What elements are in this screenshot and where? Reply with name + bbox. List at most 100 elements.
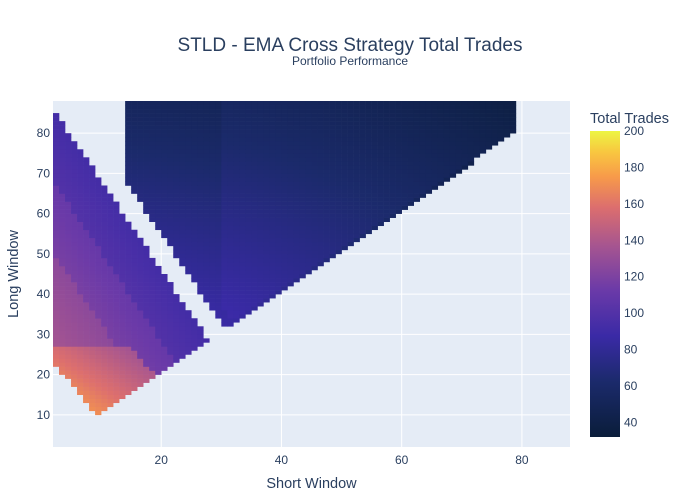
heatmap-cell xyxy=(155,282,162,287)
heatmap-cell xyxy=(185,241,192,247)
heatmap-cell xyxy=(113,394,120,400)
heatmap-cell xyxy=(77,149,84,154)
heatmap-cell xyxy=(215,197,222,202)
heatmap-cell xyxy=(353,145,360,150)
heatmap-cell xyxy=(65,181,72,186)
heatmap-cell xyxy=(371,169,378,174)
heatmap-cell xyxy=(209,177,216,182)
heatmap-cell xyxy=(83,310,90,315)
heatmap-cell xyxy=(185,169,192,174)
heatmap-cell xyxy=(455,149,463,154)
heatmap-cell xyxy=(131,278,138,283)
heatmap-cell xyxy=(389,181,396,186)
heatmap-cell xyxy=(83,193,90,198)
heatmap-cell xyxy=(305,149,312,154)
heatmap-cell xyxy=(281,117,288,122)
heatmap-cell xyxy=(179,173,186,178)
heatmap-cell xyxy=(131,101,138,106)
heatmap-cell xyxy=(377,169,384,174)
heatmap-cell xyxy=(329,237,336,243)
heatmap-cell xyxy=(203,217,210,222)
heatmap-cell xyxy=(161,205,168,210)
heatmap-cell xyxy=(89,265,96,271)
heatmap-cell xyxy=(257,209,264,214)
heatmap-cell xyxy=(287,213,294,218)
heatmap-cell xyxy=(335,229,342,235)
heatmap-cell xyxy=(131,173,138,178)
heatmap-cell xyxy=(257,278,264,283)
heatmap-cell xyxy=(305,189,312,194)
heatmap-cell xyxy=(257,213,264,218)
heatmap-cell xyxy=(137,334,144,339)
heatmap-cell xyxy=(65,310,72,315)
heatmap-cell xyxy=(383,201,390,206)
heatmap-cell xyxy=(155,274,162,279)
heatmap-cell xyxy=(149,314,156,319)
heatmap-cell xyxy=(173,330,180,335)
heatmap-cell xyxy=(383,141,390,146)
heatmap-cell xyxy=(275,290,282,295)
heatmap-cell xyxy=(389,161,396,166)
heatmap-cell xyxy=(311,105,318,110)
heatmap-cell xyxy=(161,233,168,239)
heatmap-cell xyxy=(221,241,228,247)
heatmap-cell xyxy=(287,278,294,283)
heatmap-cell xyxy=(89,193,96,198)
heatmap-cell xyxy=(275,157,282,162)
heatmap-cell xyxy=(353,109,360,114)
heatmap-cell xyxy=(293,133,300,138)
heatmap-cell xyxy=(437,141,445,146)
heatmap-cell xyxy=(125,173,132,178)
heatmap-cell xyxy=(149,169,156,174)
heatmap-cell xyxy=(119,322,126,327)
heatmap-cell xyxy=(449,153,457,158)
heatmap-cell xyxy=(233,145,240,150)
heatmap-cell xyxy=(359,229,366,235)
heatmap-cell xyxy=(203,269,210,275)
heatmap-cell xyxy=(203,274,210,279)
heatmap-cell xyxy=(359,169,366,174)
heatmap-cell xyxy=(197,165,204,170)
heatmap-cell xyxy=(323,117,330,122)
heatmap-cell xyxy=(137,306,144,311)
heatmap-cell xyxy=(191,326,198,331)
heatmap-cell xyxy=(119,350,126,355)
heatmap-cell xyxy=(395,137,402,142)
heatmap-cell xyxy=(119,346,126,351)
heatmap-cell xyxy=(155,109,162,114)
heatmap-cell xyxy=(347,117,354,122)
heatmap-cell xyxy=(407,125,414,130)
heatmap-cell xyxy=(155,181,162,186)
heatmap-cell xyxy=(389,197,396,202)
heatmap-cell xyxy=(131,237,138,243)
heatmap-cell xyxy=(323,197,330,202)
heatmap-cell xyxy=(83,362,90,367)
heatmap-cell xyxy=(323,257,330,263)
heatmap-cell xyxy=(131,362,138,367)
heatmap-cell xyxy=(185,153,192,158)
heatmap-cell xyxy=(161,117,168,122)
heatmap-cell xyxy=(113,330,120,335)
heatmap-cell xyxy=(167,225,174,231)
heatmap-cell xyxy=(461,157,469,162)
heatmap-cell xyxy=(191,221,198,227)
heatmap-cell xyxy=(107,402,114,408)
heatmap-cell xyxy=(215,290,222,295)
heatmap-cell xyxy=(53,185,60,190)
heatmap-cell xyxy=(395,153,402,158)
heatmap-cell xyxy=(437,145,445,150)
heatmap-cell xyxy=(161,185,168,190)
heatmap-cell xyxy=(77,165,84,170)
heatmap-cell xyxy=(329,153,336,158)
heatmap-cell xyxy=(329,145,336,150)
heatmap-cell xyxy=(173,149,180,154)
heatmap-cell xyxy=(431,101,439,106)
heatmap-cell xyxy=(173,302,180,307)
heatmap-cell xyxy=(419,105,427,110)
heatmap-cell xyxy=(179,314,186,319)
heatmap-cell xyxy=(287,265,294,271)
heatmap-cell xyxy=(77,217,84,222)
heatmap-cell xyxy=(95,346,102,351)
heatmap-cell xyxy=(269,217,276,222)
heatmap-cell xyxy=(155,334,162,339)
